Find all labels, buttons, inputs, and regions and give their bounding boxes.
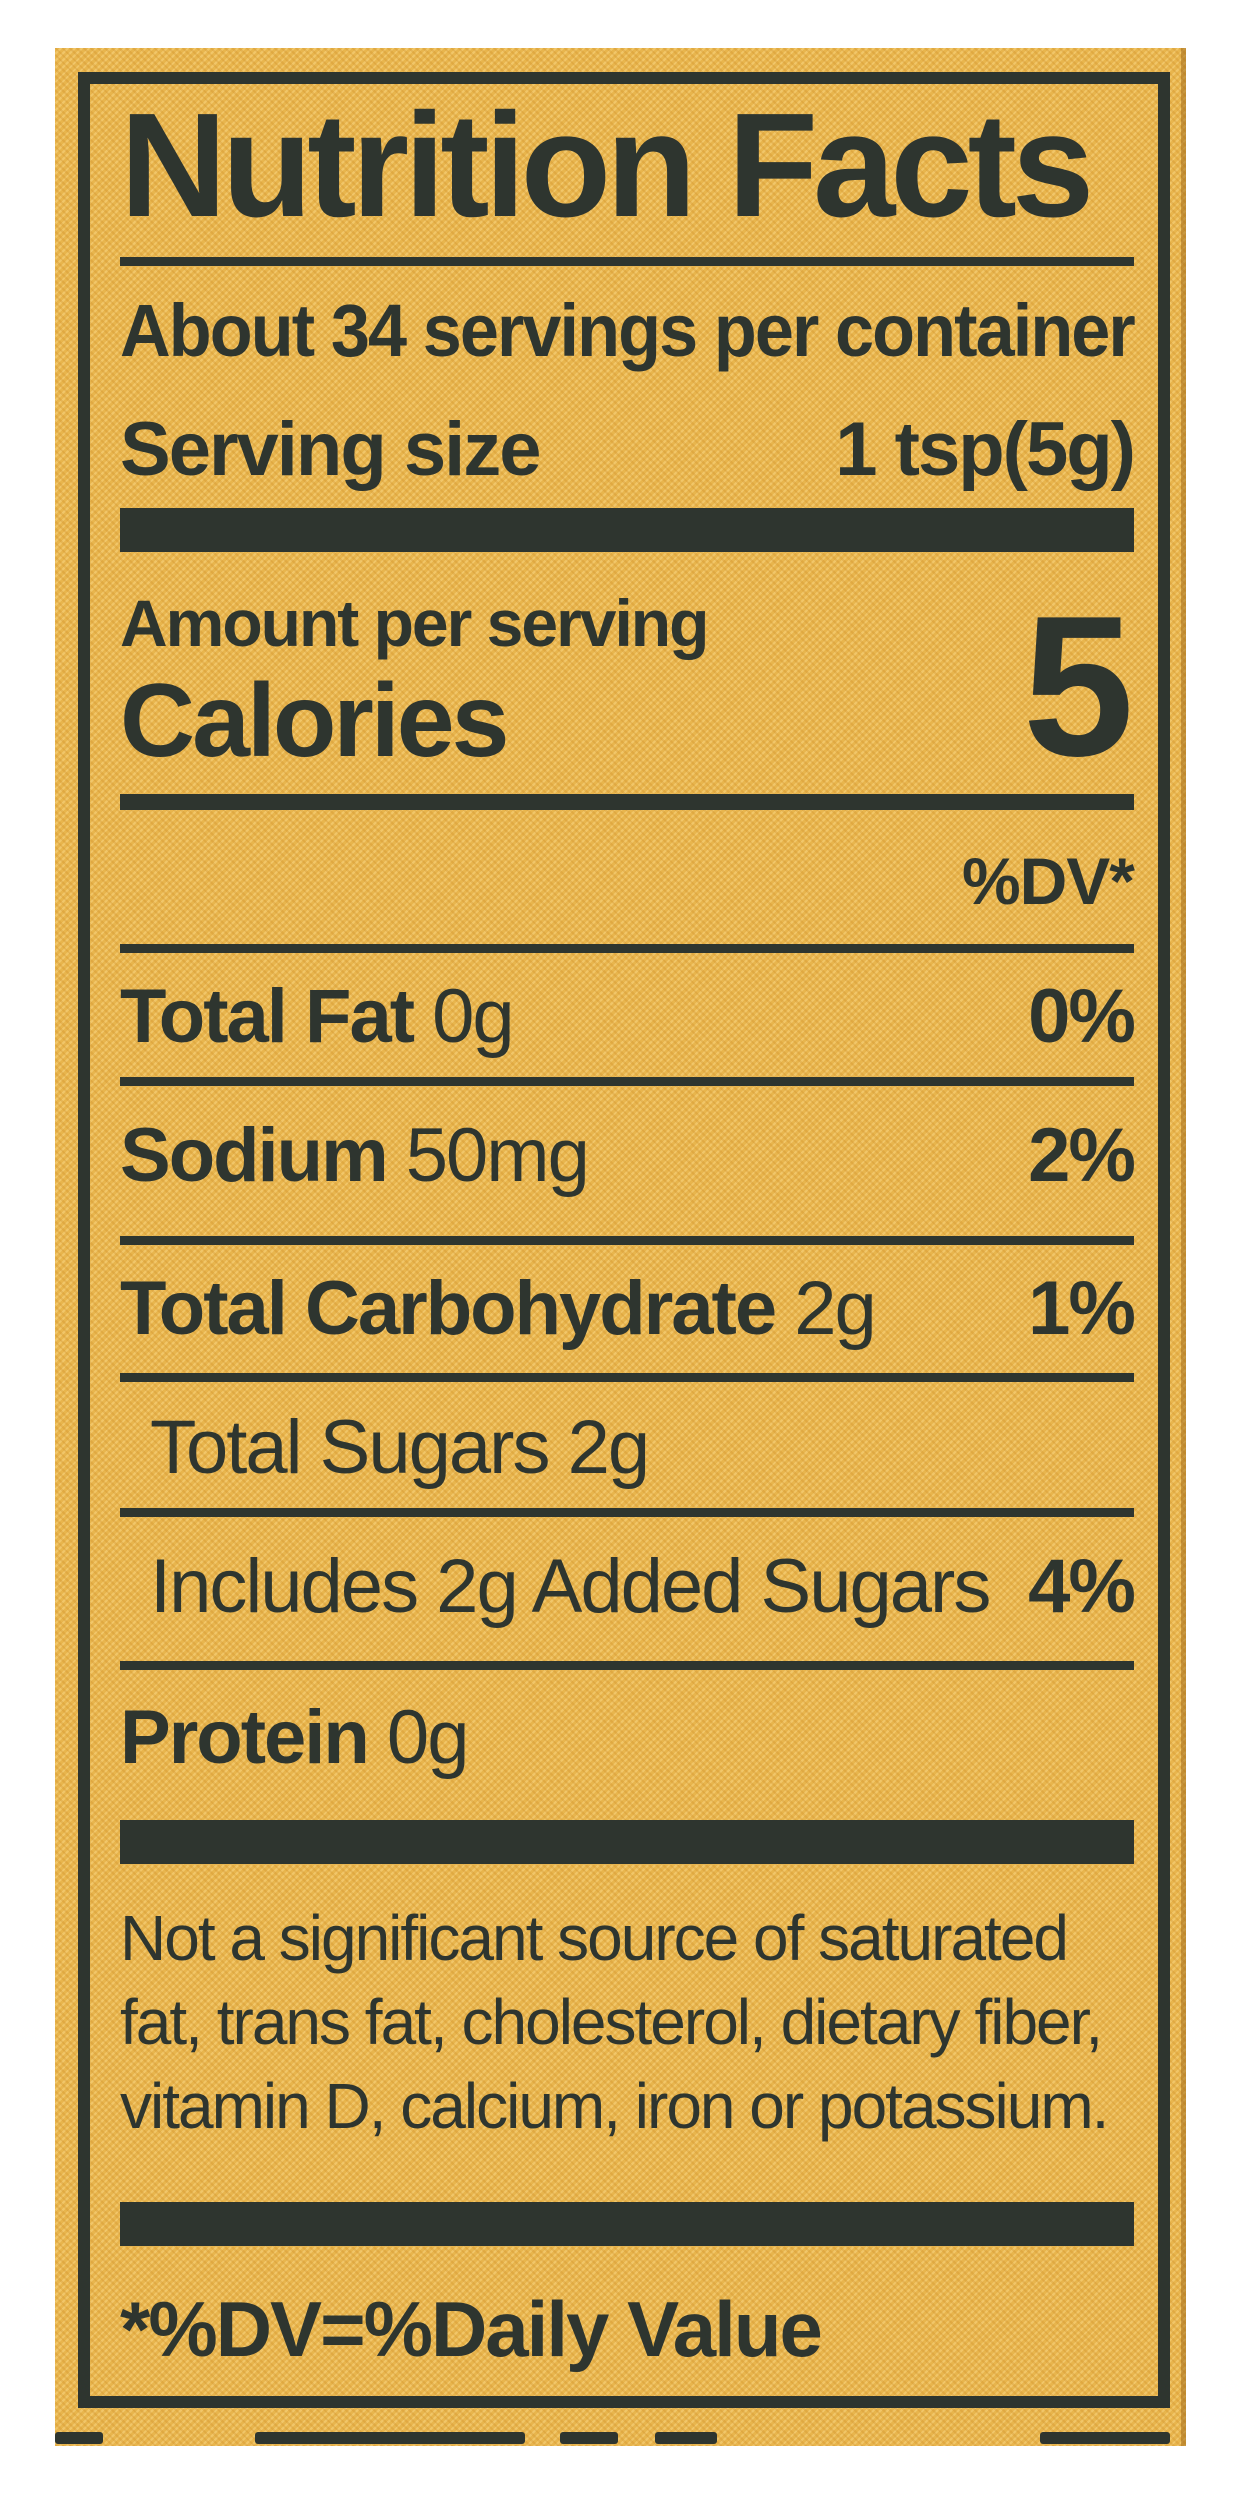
thick-bar [120,1820,1134,1865]
nutrient-amount: 0g [367,1695,470,1781]
calories-row: Calories 5 [120,575,1134,799]
nutrient-amount: Includes 2g Added Sugars [150,1544,991,1630]
nutrient-name: Protein [120,1695,370,1781]
nutrient-name: Sodium [120,1113,389,1199]
nutrient-dv: 4% [1028,1544,1136,1630]
nutrient-row-total-carbohydrate: Total Carbohydrate 2g 1% [120,1266,1136,1352]
medium-bar [120,794,1134,811]
servings-per-container: About 34 servings per container [120,289,1136,373]
serving-size-row: Serving size 1 tsp(5g) [120,407,1136,493]
nutrient-name: Total Carbohydrate [120,1266,777,1352]
divider [120,1508,1134,1518]
nutrient-dv: 1% [1028,1266,1136,1352]
serving-size-value: 1 tsp(5g) [835,407,1136,493]
nutrient-row-sodium: Sodium 50mg 2% [120,1113,1136,1199]
calories-value: 5 [1022,575,1134,799]
nutrient-amount: Total Sugars 2g [150,1405,650,1491]
nutrition-facts-box: Nutrition Facts About 34 servings per co… [78,72,1170,2408]
thick-bar [120,508,1134,553]
daily-value-note: *%DV=%Daily Value [120,2285,823,2374]
divider [120,1236,1134,1246]
not-significant-source-note: Not a significant source of saturated fa… [120,1896,1134,2148]
cropped-text-fragments [55,2432,1186,2446]
nutrient-amount: 2g [775,1266,877,1352]
nutrient-amount: 50mg [386,1113,590,1199]
nutrient-row-total-fat: Total Fat 0g 0% [120,974,1136,1060]
divider [120,257,1134,267]
divider [120,1373,1134,1383]
thick-bar [120,2202,1134,2247]
nutrient-dv: 2% [1028,1113,1136,1199]
divider [120,944,1134,954]
footnote-line: Not a significant source of saturated [120,1902,1069,1975]
nutrient-amount: 0g [413,974,515,1060]
daily-value-header: %DV* [961,844,1135,919]
nutrient-row-total-sugars: Total Sugars 2g [120,1410,1134,1486]
divider [120,1077,1134,1087]
nutrient-name: Total Fat [120,974,415,1060]
label-photo: Nutrition Facts About 34 servings per co… [55,48,1186,2446]
nutrition-facts-title: Nutrition Facts [120,83,1094,248]
nutrient-row-protein: Protein 0g [120,1700,1134,1776]
divider [120,1661,1134,1671]
calories-label: Calories [120,663,509,780]
amount-per-serving-label: Amount per serving [120,586,709,661]
nutrient-dv: 0% [1028,974,1136,1060]
footnote-line: fat, trans fat, cholesterol, dietary fib… [120,1986,1103,2059]
serving-size-label: Serving size [120,407,542,493]
footnote-line: vitamin D, calcium, iron or potassium. [120,2070,1109,2143]
nutrient-row-added-sugars: Includes 2g Added Sugars 4% [120,1544,1136,1630]
